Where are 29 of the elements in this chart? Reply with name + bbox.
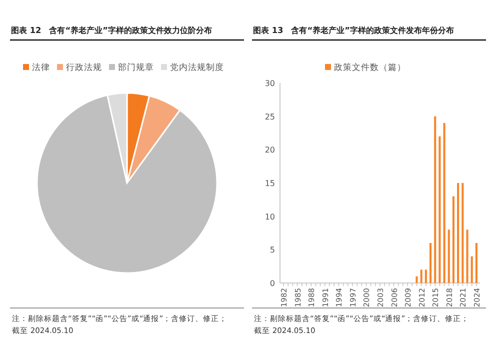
y-tick-label: 20 bbox=[264, 146, 275, 155]
legend-label: 行政法规 bbox=[66, 62, 102, 73]
bar bbox=[438, 136, 441, 283]
legend-label: 政策文件数（篇） bbox=[334, 62, 406, 73]
bar bbox=[424, 270, 427, 283]
y-tick-label: 10 bbox=[264, 212, 275, 222]
bar bbox=[470, 256, 473, 283]
legend-label: 法律 bbox=[32, 62, 50, 73]
y-tick-label: 5 bbox=[270, 246, 275, 255]
bar bbox=[457, 183, 460, 283]
y-tick-label: 0 bbox=[270, 279, 275, 288]
bar bbox=[452, 196, 455, 283]
pie-slice bbox=[36, 94, 218, 274]
bar bbox=[416, 276, 418, 283]
bar bbox=[429, 243, 432, 283]
bar bbox=[475, 243, 478, 283]
bar bbox=[466, 230, 468, 283]
legend-label: 部门规章 bbox=[118, 62, 154, 73]
chart-title: 图表 13 含有“养老产业”字样的政策文件发布年份分布 bbox=[253, 25, 454, 35]
bar bbox=[420, 270, 422, 283]
y-tick-label: 25 bbox=[264, 112, 275, 122]
legend-label: 党内法规制度 bbox=[170, 62, 224, 73]
bar bbox=[434, 116, 436, 283]
bar bbox=[443, 123, 446, 283]
y-tick-label: 15 bbox=[264, 179, 275, 188]
bar bbox=[462, 183, 464, 283]
bar bbox=[448, 230, 450, 283]
y-tick-label: 30 bbox=[264, 79, 275, 88]
chart-title: 图表 12 含有“养老产业”字样的政策文件效力位阶分布 bbox=[11, 25, 212, 35]
